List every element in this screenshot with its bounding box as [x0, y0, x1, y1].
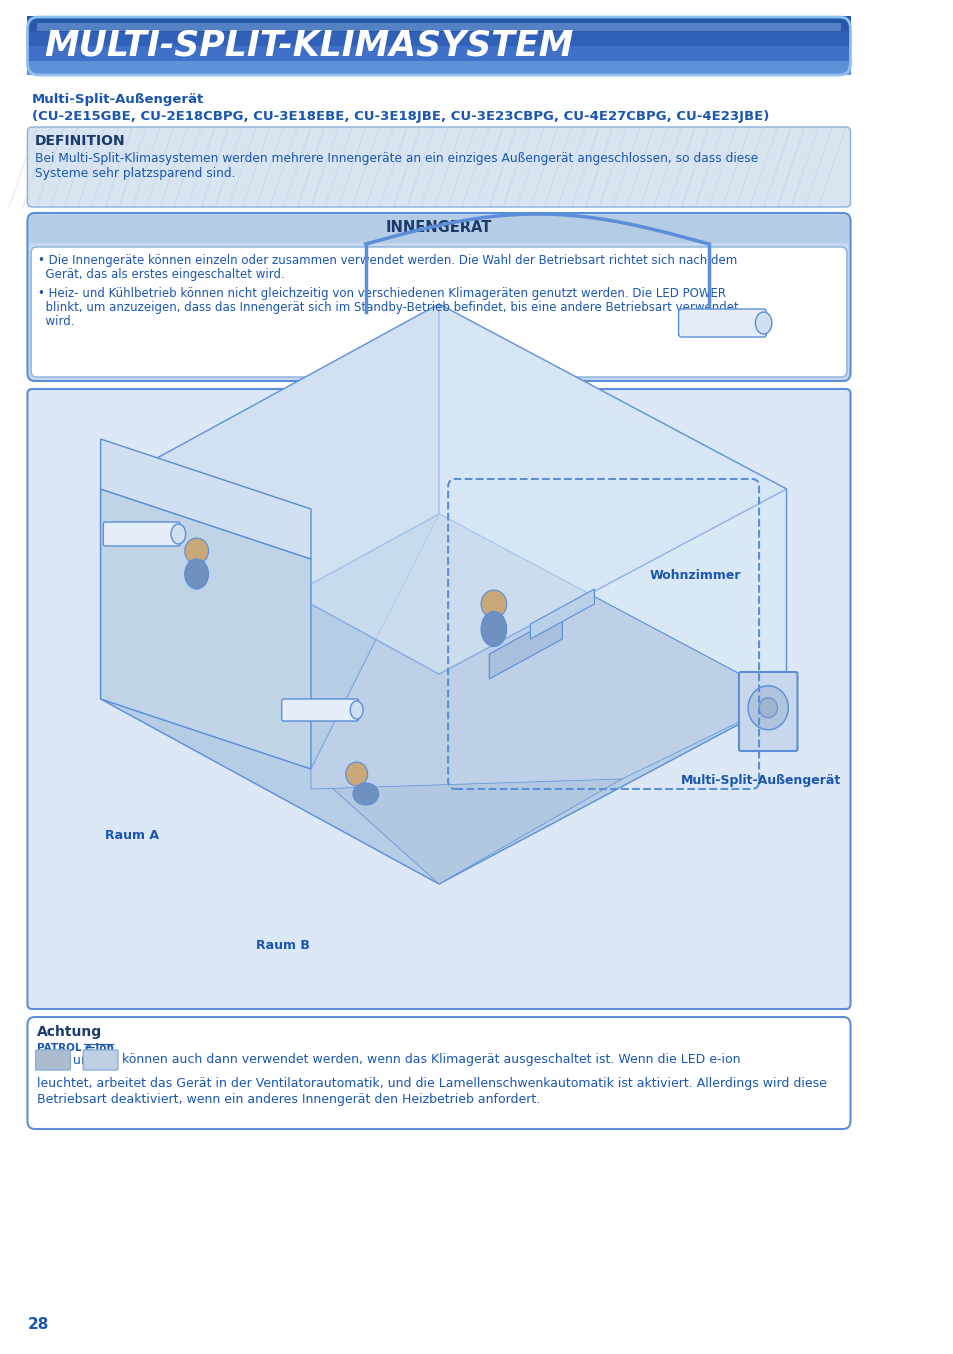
Text: 28: 28	[28, 1317, 49, 1332]
Bar	[28, 60, 850, 74]
Polygon shape	[100, 305, 438, 699]
Polygon shape	[489, 613, 562, 678]
Circle shape	[759, 697, 777, 718]
Ellipse shape	[185, 559, 209, 589]
Text: Betriebsart deaktiviert, wenn ein anderes Innengerät den Heizbetrieb anfordert.: Betriebsart deaktiviert, wenn ein andere…	[36, 1093, 539, 1106]
Polygon shape	[100, 489, 311, 769]
Circle shape	[185, 538, 209, 565]
Bar	[28, 16, 850, 31]
Polygon shape	[100, 305, 785, 674]
FancyBboxPatch shape	[35, 1049, 71, 1070]
Text: Multi-Split-Außengerät: Multi-Split-Außengerät	[32, 93, 204, 106]
Circle shape	[345, 762, 367, 787]
Text: Raum B: Raum B	[255, 940, 310, 952]
Text: Wohnzimmer: Wohnzimmer	[649, 569, 740, 582]
Text: PATROL: PATROL	[36, 1043, 81, 1053]
Text: (CU-2E15GBE, CU-2E18CBPG, CU-3E18EBE, CU-3E18JBE, CU-3E23CBPG, CU-4E27CBPG, CU-4: (CU-2E15GBE, CU-2E18CBPG, CU-3E18EBE, CU…	[32, 110, 768, 123]
Text: leuchtet, arbeitet das Gerät in der Ventilatorautomatik, und die Lamellenschwenk: leuchtet, arbeitet das Gerät in der Vent…	[36, 1076, 825, 1090]
Text: MULTI-SPLIT-KLIMASYSTEM: MULTI-SPLIT-KLIMASYSTEM	[44, 28, 573, 64]
FancyBboxPatch shape	[28, 213, 850, 380]
Circle shape	[747, 685, 787, 730]
FancyBboxPatch shape	[31, 246, 846, 376]
Circle shape	[480, 590, 506, 617]
Polygon shape	[311, 515, 785, 789]
Polygon shape	[100, 699, 311, 769]
Text: blinkt, um anzuzeigen, dass das Innengerät sich im Standby-Betrieb befindet, bis: blinkt, um anzuzeigen, dass das Innenger…	[38, 301, 739, 314]
FancyBboxPatch shape	[28, 1017, 850, 1129]
Ellipse shape	[480, 612, 506, 646]
Text: Bei Multi-Split-Klimasystemen werden mehrere Innengeräte an ein einziges Außenge: Bei Multi-Split-Klimasystemen werden meh…	[34, 152, 758, 165]
Ellipse shape	[171, 524, 186, 544]
Polygon shape	[530, 589, 594, 639]
FancyBboxPatch shape	[281, 699, 358, 720]
Ellipse shape	[353, 783, 378, 806]
Text: Raum A: Raum A	[105, 829, 159, 842]
Text: INNENGERÄT: INNENGERÄT	[385, 221, 492, 236]
Text: Systeme sehr platzsparend sind.: Systeme sehr platzsparend sind.	[34, 167, 235, 180]
Polygon shape	[100, 439, 311, 559]
Text: Achtung: Achtung	[36, 1025, 102, 1039]
Text: Multi-Split-Außengerät: Multi-Split-Außengerät	[680, 774, 841, 787]
Text: Gerät, das als erstes eingeschaltet wird.: Gerät, das als erstes eingeschaltet wird…	[38, 268, 285, 282]
Ellipse shape	[350, 701, 363, 719]
Bar	[36, 23, 841, 31]
FancyBboxPatch shape	[83, 1049, 118, 1070]
FancyBboxPatch shape	[678, 309, 765, 337]
FancyBboxPatch shape	[28, 389, 850, 1009]
Bar	[28, 45, 850, 61]
Text: • Heiz- und Kühlbetrieb können nicht gleichzeitig von verschiedenen Klimageräten: • Heiz- und Kühlbetrieb können nicht gle…	[38, 287, 725, 301]
FancyBboxPatch shape	[739, 672, 797, 751]
Polygon shape	[311, 769, 621, 884]
Text: und: und	[73, 1053, 97, 1067]
FancyBboxPatch shape	[103, 523, 180, 546]
Text: • Die Innengeräte können einzeln oder zusammen verwendet werden. Die Wahl der Be: • Die Innengeräte können einzeln oder zu…	[38, 255, 737, 267]
Text: DEFINITION: DEFINITION	[34, 134, 125, 148]
Polygon shape	[100, 515, 785, 884]
FancyBboxPatch shape	[30, 215, 848, 242]
Bar	[28, 31, 850, 46]
Text: können auch dann verwendet werden, wenn das Klimagerät ausgeschaltet ist. Wenn d: können auch dann verwendet werden, wenn …	[121, 1053, 740, 1067]
Ellipse shape	[755, 311, 771, 334]
FancyBboxPatch shape	[28, 127, 850, 207]
Text: e-Ion: e-Ion	[84, 1043, 114, 1053]
Text: wird.: wird.	[38, 315, 75, 328]
Polygon shape	[438, 305, 785, 699]
